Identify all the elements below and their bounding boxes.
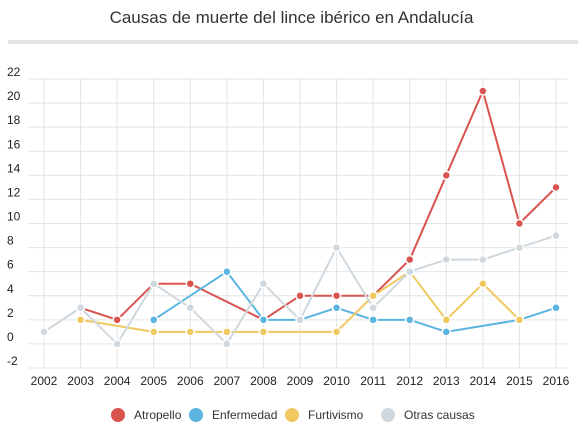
y-tick-label: 20 bbox=[7, 89, 21, 103]
y-tick-label: 16 bbox=[7, 137, 21, 151]
x-tick-label: 2016 bbox=[543, 374, 570, 388]
y-tick-label: 12 bbox=[7, 185, 21, 199]
data-point-otras-causas bbox=[39, 327, 49, 337]
y-tick-label: 0 bbox=[7, 330, 14, 344]
data-point-furtivismo bbox=[368, 291, 378, 301]
y-tick-label: 8 bbox=[7, 234, 14, 248]
x-tick-label: 2006 bbox=[177, 374, 204, 388]
data-point-atropello bbox=[331, 291, 342, 301]
data-point-otras-causas bbox=[331, 242, 342, 253]
x-tick-label: 2011 bbox=[360, 374, 386, 388]
data-point-otras-causas bbox=[185, 303, 196, 313]
x-tick-label: 2010 bbox=[323, 374, 350, 388]
y-tick-label: 22 bbox=[7, 65, 21, 79]
data-point-otras-causas bbox=[75, 303, 86, 313]
legend-marker bbox=[381, 408, 395, 422]
legend-label: Enfermedad bbox=[212, 408, 277, 422]
data-point-enfermedad bbox=[441, 327, 452, 337]
data-point-enfermedad bbox=[222, 266, 232, 277]
data-point-atropello bbox=[478, 86, 488, 96]
x-tick-label: 2007 bbox=[214, 374, 241, 388]
data-point-otras-causas bbox=[514, 242, 525, 253]
data-point-atropello bbox=[295, 291, 305, 301]
data-point-furtivismo bbox=[75, 315, 86, 325]
data-point-enfermedad bbox=[331, 303, 342, 313]
series-line-enfermedad bbox=[153, 270, 557, 333]
title-divider bbox=[8, 40, 578, 44]
legend-label: Atropello bbox=[134, 408, 182, 422]
x-tick-label: 2003 bbox=[67, 374, 94, 388]
data-point-otras-causas bbox=[551, 230, 561, 241]
y-tick-label: -2 bbox=[7, 354, 18, 368]
data-point-atropello bbox=[441, 170, 452, 181]
legend-label: Furtivismo bbox=[308, 408, 364, 422]
y-tick-label: 2 bbox=[7, 306, 14, 320]
data-point-otras-causas bbox=[222, 339, 232, 349]
data-point-furtivismo bbox=[185, 327, 196, 337]
y-tick-label: 14 bbox=[7, 161, 21, 175]
legend-marker bbox=[111, 408, 125, 422]
y-tick-label: 10 bbox=[7, 210, 21, 224]
y-tick-label: 6 bbox=[7, 258, 14, 272]
data-point-otras-causas bbox=[295, 315, 305, 325]
x-tick-label: 2009 bbox=[287, 374, 314, 388]
x-tick-label: 2014 bbox=[470, 374, 497, 388]
data-point-otras-causas bbox=[441, 254, 452, 265]
x-tick-label: 2013 bbox=[433, 374, 460, 388]
data-point-enfermedad bbox=[258, 315, 269, 325]
data-point-furtivismo bbox=[222, 327, 232, 337]
data-point-atropello bbox=[185, 278, 196, 289]
x-tick-label: 2005 bbox=[140, 374, 167, 388]
data-point-furtivismo bbox=[478, 278, 488, 289]
data-point-atropello bbox=[551, 182, 561, 193]
y-tick-label: 18 bbox=[7, 113, 21, 127]
data-point-furtivismo bbox=[148, 327, 159, 337]
x-tick-label: 2008 bbox=[250, 374, 277, 388]
data-point-otras-causas bbox=[148, 278, 159, 289]
data-point-otras-causas bbox=[112, 339, 122, 349]
data-point-enfermedad bbox=[551, 303, 561, 313]
legend-marker bbox=[189, 408, 203, 422]
x-tick-label: 2012 bbox=[396, 374, 423, 388]
data-point-otras-causas bbox=[258, 278, 269, 289]
legend-marker bbox=[285, 408, 299, 422]
data-point-enfermedad bbox=[368, 315, 378, 325]
y-tick-label: 4 bbox=[7, 282, 14, 296]
data-point-furtivismo bbox=[514, 315, 525, 325]
data-point-otras-causas bbox=[478, 254, 488, 265]
x-tick-label: 2002 bbox=[31, 374, 58, 388]
data-point-otras-causas bbox=[404, 266, 415, 277]
x-tick-label: 2015 bbox=[506, 374, 533, 388]
x-tick-label: 2004 bbox=[104, 374, 131, 388]
data-point-furtivismo bbox=[258, 327, 269, 337]
data-point-enfermedad bbox=[404, 315, 415, 325]
data-point-furtivismo bbox=[441, 315, 452, 325]
data-point-atropello bbox=[112, 315, 122, 325]
data-point-furtivismo bbox=[331, 327, 342, 337]
data-point-atropello bbox=[404, 254, 415, 265]
data-point-otras-causas bbox=[368, 303, 378, 313]
legend-label: Otras causas bbox=[404, 408, 475, 422]
data-point-enfermedad bbox=[148, 315, 159, 325]
chart-title: Causas de muerte del lince ibérico en An… bbox=[109, 8, 474, 27]
data-point-atropello bbox=[514, 218, 525, 229]
